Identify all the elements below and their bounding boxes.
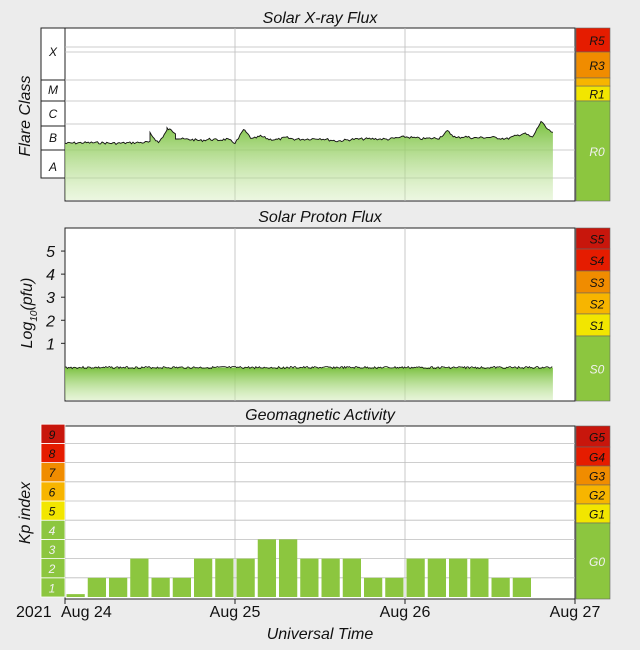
kp-bar xyxy=(321,558,340,597)
x-tick-label: Aug 27 xyxy=(550,604,601,621)
x-tick-label: Aug 25 xyxy=(210,604,261,621)
kp-level-label: 4 xyxy=(49,524,56,538)
xray-class-label: B xyxy=(49,131,57,145)
xray-scale-label: R1 xyxy=(589,88,604,102)
kp-level-label: 3 xyxy=(49,543,56,557)
xray-scale-box xyxy=(575,100,611,202)
x-tick-label: Aug 24 xyxy=(61,604,112,621)
xray-class-label: A xyxy=(48,160,57,174)
x-axis: 2021 Aug 24 Aug 25 Aug 26 Aug 27 Universal … xyxy=(16,599,600,643)
kp-bar xyxy=(364,577,383,597)
proton-scale-label: S1 xyxy=(590,319,605,333)
geomag-plot-area xyxy=(64,425,576,600)
kp-bar xyxy=(279,539,298,597)
kp-level-label: 8 xyxy=(49,447,56,461)
proton-scale-label: S3 xyxy=(590,276,605,290)
proton-ylabel-sub: 10 xyxy=(29,310,40,322)
xray-scale-box xyxy=(575,51,611,79)
xray-class-label: X xyxy=(48,45,58,59)
kp-level-box xyxy=(40,423,66,444)
xray-panel: Solar X-ray Flux Flare Class X MCB A R5 R3 R… xyxy=(17,10,611,202)
proton-scale-label: S5 xyxy=(590,233,605,247)
proton-scale-label: S2 xyxy=(590,298,605,312)
kp-bar xyxy=(427,558,446,597)
kp-level-label: 5 xyxy=(49,505,56,519)
geomag-title: Geomagnetic Activity xyxy=(245,407,396,424)
xray-class-box xyxy=(40,27,66,179)
kp-level-label: 6 xyxy=(49,485,56,499)
kp-bar xyxy=(385,577,404,597)
proton-tick-label: 4 xyxy=(46,267,55,284)
kp-bar xyxy=(130,558,149,597)
geomag-scale-label: G4 xyxy=(589,451,605,465)
proton-tick-label: 3 xyxy=(46,290,55,307)
x-axis-label: Universal Time xyxy=(267,626,374,643)
proton-tick-label: 2 xyxy=(45,313,55,330)
geomag-scale-label: G2 xyxy=(589,489,605,503)
xray-scale-label: R5 xyxy=(589,34,605,48)
proton-ylabel: Log10(pfu) xyxy=(19,278,40,349)
kp-level-label: 7 xyxy=(49,466,57,480)
x-axis-year: 2021 xyxy=(16,604,52,621)
geomag-scale-box xyxy=(575,522,611,600)
proton-flux-area xyxy=(65,367,553,400)
proton-ylabel-unit: (pfu) xyxy=(19,278,36,311)
xray-ylabel: Flare Class xyxy=(17,76,34,157)
proton-scale-label: S0 xyxy=(590,363,605,377)
proton-flux-line xyxy=(64,365,553,370)
kp-level-label: 9 xyxy=(49,428,56,442)
x-tick-label: Aug 26 xyxy=(380,604,431,621)
xray-class-label: M xyxy=(48,83,58,97)
geomag-panel: Geomagnetic Activity Kp index 123456789 … xyxy=(17,407,611,600)
kp-bar xyxy=(449,558,468,597)
kp-level-label: 2 xyxy=(48,562,56,576)
xray-class-label: C xyxy=(49,107,58,121)
kp-bar xyxy=(470,558,489,597)
kp-bar xyxy=(257,539,276,597)
xray-scale-label: R0 xyxy=(589,145,605,159)
kp-bar xyxy=(87,577,106,597)
kp-bar xyxy=(236,558,255,597)
geomag-scale-label: G3 xyxy=(589,470,605,484)
xray-flux-area xyxy=(65,121,553,200)
xray-scale-band-r2 xyxy=(575,77,611,87)
kp-bar xyxy=(172,577,191,597)
proton-tick-label: 1 xyxy=(46,336,55,353)
kp-bar xyxy=(512,577,531,597)
geomag-scale-label: G1 xyxy=(589,508,605,522)
kp-bar xyxy=(491,577,510,597)
proton-scale-box xyxy=(575,335,611,402)
kp-bar xyxy=(406,558,425,597)
xray-scale-label: R3 xyxy=(589,59,605,73)
proton-panel: Solar Proton Flux Log10(pfu) 1 2 3 4 5 S5 S4 S… xyxy=(19,209,611,402)
geomag-scale-label: G0 xyxy=(589,555,605,569)
proton-ylabel-main: Log xyxy=(19,322,36,349)
proton-title: Solar Proton Flux xyxy=(258,209,383,226)
xray-flux-line xyxy=(64,120,553,146)
kp-bar xyxy=(342,558,361,597)
kp-bar xyxy=(194,558,213,597)
geomag-scale-label: G5 xyxy=(589,431,605,445)
kp-level-label: 1 xyxy=(49,581,56,595)
kp-bar xyxy=(66,594,85,597)
kp-bar xyxy=(151,577,170,597)
kp-bar xyxy=(109,577,128,597)
geomag-ylabel: Kp index xyxy=(17,481,34,544)
kp-bar xyxy=(300,558,319,597)
kp-bar xyxy=(215,558,234,597)
xray-scale-box xyxy=(575,27,611,53)
xray-title: Solar X-ray Flux xyxy=(263,10,379,27)
proton-tick-label: 5 xyxy=(46,244,55,261)
proton-scale-label: S4 xyxy=(590,254,605,268)
